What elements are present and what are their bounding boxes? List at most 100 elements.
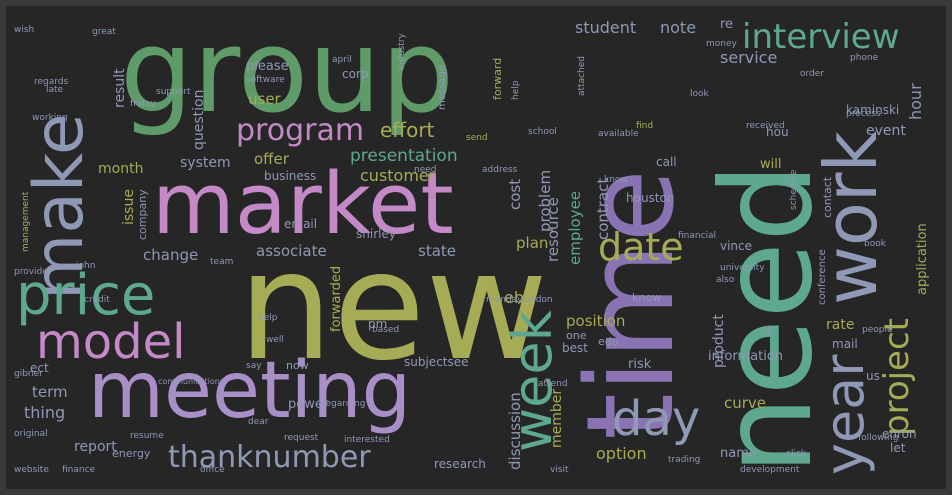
word-w071: will: [760, 157, 782, 172]
word-w088: message: [437, 65, 448, 110]
word-w017: project: [877, 317, 917, 436]
word-w093: management: [21, 191, 31, 252]
word-w037: contract: [594, 177, 612, 240]
word-w044: company: [136, 189, 149, 240]
word-w147: team: [210, 257, 234, 267]
word-w027: please: [246, 59, 289, 74]
word-w048: position: [566, 312, 626, 330]
word-w079: know: [632, 291, 662, 304]
word-w118: interested: [344, 435, 390, 445]
word-w051: mail: [832, 337, 858, 351]
word-w139: need: [414, 165, 437, 175]
word-w145: list: [760, 327, 774, 337]
word-w097: available: [598, 129, 639, 139]
word-w132: well: [266, 335, 284, 345]
word-w137: find: [636, 121, 654, 131]
word-w114: website: [14, 465, 49, 475]
word-w036: employee: [566, 190, 584, 265]
word-w106: order: [800, 69, 824, 79]
word-w150: late: [46, 85, 64, 95]
word-w081: conference: [817, 249, 828, 305]
word-w144: know: [604, 175, 628, 185]
word-w052: application: [915, 223, 930, 295]
word-w141: attend: [538, 379, 568, 389]
word-w047: eb: [504, 288, 524, 307]
word-w125: trading: [668, 455, 701, 465]
word-w043: issue: [121, 189, 137, 225]
word-w028: student: [575, 18, 637, 37]
word-w019: effort: [380, 118, 435, 142]
word-w066: forwarded: [329, 265, 344, 332]
word-w055: discussion: [506, 392, 524, 470]
word-w112: gibner: [14, 369, 43, 379]
word-w083: let: [890, 441, 906, 455]
word-w126: development: [740, 465, 800, 475]
word-w063: thing: [24, 403, 66, 422]
word-w059: risk: [628, 357, 652, 372]
word-w020: presentation: [350, 146, 458, 166]
word-w002: new: [238, 220, 549, 394]
word-w067: pm: [368, 317, 388, 331]
word-w077: one: [566, 329, 587, 342]
word-w143: help: [511, 80, 521, 100]
word-w006: meeting: [88, 346, 412, 436]
word-w053: curve: [724, 394, 767, 412]
word-w054: information: [708, 349, 784, 364]
word-w120: monday: [486, 295, 523, 305]
word-w108: friday: [130, 99, 156, 109]
word-w091: regards: [34, 77, 69, 87]
word-w057: option: [596, 444, 647, 463]
word-w131: help: [258, 313, 278, 323]
word-w140: attached: [577, 56, 587, 96]
word-w142: also: [716, 275, 735, 285]
word-w075: shirley: [356, 227, 396, 241]
word-w058: name: [720, 446, 757, 461]
word-w115: finance: [62, 465, 96, 475]
word-w149: wish: [14, 25, 35, 35]
word-w009: price: [16, 263, 156, 328]
word-w074: email: [284, 217, 318, 231]
word-w064: term: [32, 383, 68, 401]
word-w124: based: [372, 325, 400, 335]
word-w038: cost: [506, 178, 524, 210]
word-w098: people: [862, 325, 893, 335]
word-w119: regarding: [322, 399, 366, 409]
word-w041: associate: [256, 242, 327, 260]
word-w022: system: [180, 155, 231, 171]
word-w046: business: [264, 169, 317, 183]
word-w060: research: [434, 457, 486, 471]
word-w101: software: [246, 75, 285, 85]
word-w123: resume: [130, 431, 164, 441]
word-w042: change: [143, 246, 199, 264]
word-w113: original: [14, 429, 48, 439]
word-w029: note: [660, 18, 697, 37]
word-w102: april: [332, 55, 352, 65]
word-w146: book: [864, 239, 886, 249]
word-w109: credit: [84, 295, 110, 305]
word-w045: result: [112, 68, 128, 108]
word-w061: energy: [112, 447, 151, 460]
word-w013: day: [612, 391, 701, 447]
word-w090: re: [720, 17, 734, 32]
word-w110: provide: [14, 267, 48, 277]
word-w039: plan: [516, 234, 549, 252]
word-w100: support: [156, 87, 191, 97]
word-w072: hou: [766, 125, 789, 139]
word-w062: report: [74, 439, 117, 455]
word-w135: schedule: [789, 169, 799, 210]
word-w031: hour: [906, 83, 925, 120]
word-w076: best: [562, 341, 588, 355]
word-w104: school: [528, 127, 557, 137]
word-w128: dear: [248, 417, 269, 427]
word-w068: vince: [720, 239, 753, 253]
word-w025: question: [191, 89, 207, 150]
word-w116: office: [200, 465, 225, 475]
word-w103: industry: [397, 33, 407, 70]
word-w070: call: [656, 155, 677, 169]
word-w073: corp: [342, 67, 369, 81]
word-w065: power: [288, 397, 329, 412]
word-w122: communications: [158, 377, 225, 386]
word-w014: date: [598, 225, 684, 269]
word-w035: resource: [544, 197, 562, 262]
